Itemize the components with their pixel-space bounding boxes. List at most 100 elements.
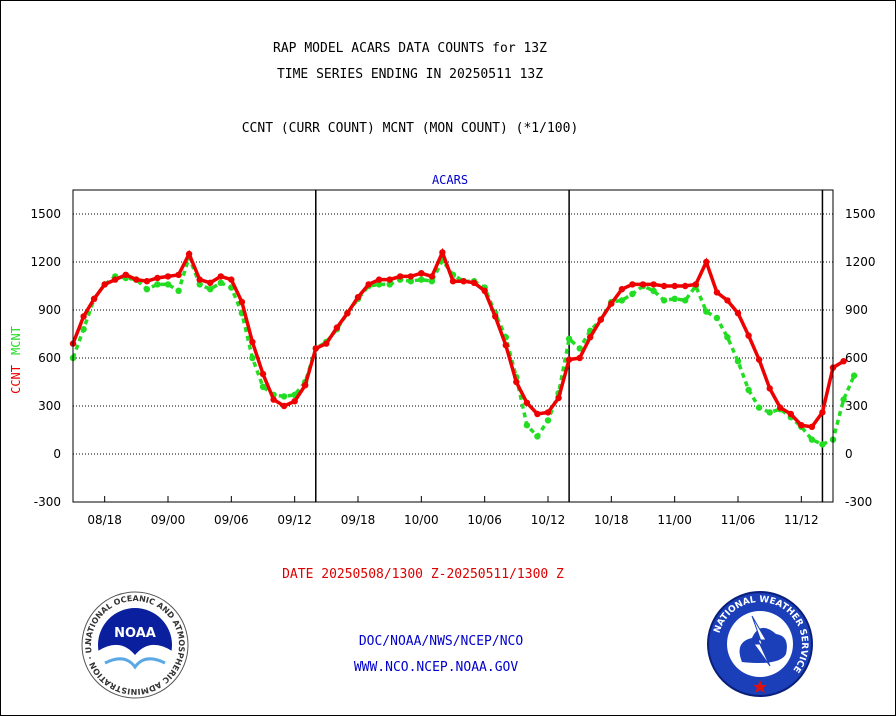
- data-point-ccnt: [164, 273, 172, 280]
- x-tick-label: 10/00: [404, 513, 439, 527]
- data-point-mcnt: [671, 295, 678, 302]
- data-point-ccnt: [555, 394, 562, 402]
- data-point-ccnt: [386, 276, 393, 283]
- data-point-ccnt: [259, 370, 267, 378]
- noaa-logo: NATIONAL OCEANIC AND ATMOSPHERIC ADMINIS…: [81, 591, 189, 699]
- data-point-mcnt: [629, 290, 636, 298]
- data-point-mcnt: [850, 372, 858, 379]
- date-range-label: DATE 20250508/1300 Z-20250511/1300 Z: [282, 567, 564, 582]
- data-point-ccnt: [354, 294, 362, 301]
- y-tick-label-left: 1500: [30, 207, 61, 221]
- data-point-ccnt: [270, 396, 277, 403]
- data-point-mcnt: [154, 281, 161, 288]
- axis-layer: -300 -300 0 0 300 300 600 600 900 900 1200 1200 1500…: [30, 207, 875, 527]
- data-point-mcnt: [523, 422, 531, 429]
- data-point-ccnt: [312, 345, 319, 352]
- data-point-mcnt: [196, 281, 203, 288]
- x-tick-label: 10/06: [467, 513, 502, 527]
- y-tick-label-right: 600: [845, 351, 868, 365]
- data-point-ccnt: [344, 310, 351, 317]
- data-point-ccnt: [650, 281, 657, 288]
- data-point-mcnt: [207, 286, 214, 293]
- data-point-ccnt: [618, 286, 626, 293]
- data-point-mcnt: [544, 417, 552, 424]
- x-tick-label: 08/18: [87, 513, 122, 527]
- y-tick-label-right: 0: [845, 447, 853, 461]
- x-tick-label: 09/18: [341, 513, 376, 527]
- data-point-ccnt: [122, 271, 129, 278]
- x-tick-label: 09/12: [277, 513, 312, 527]
- data-point-mcnt: [164, 281, 172, 288]
- noaa-logo-text: NOAA: [114, 626, 156, 641]
- data-point-ccnt: [238, 298, 246, 306]
- data-point-ccnt: [745, 332, 752, 339]
- data-point-ccnt: [766, 385, 773, 392]
- data-point-mcnt: [280, 393, 288, 400]
- data-point-ccnt: [629, 281, 636, 288]
- data-point-mcnt: [175, 287, 182, 294]
- data-point-ccnt: [671, 282, 678, 290]
- data-point-mcnt: [428, 278, 436, 285]
- y-tick-label-left: -300: [34, 495, 61, 509]
- data-point-ccnt: [228, 276, 235, 283]
- data-point-ccnt: [249, 338, 256, 346]
- data-point-ccnt: [819, 409, 826, 416]
- data-point-ccnt: [418, 270, 425, 277]
- y-axis-label-mcnt: MCNT: [9, 326, 23, 355]
- series-line-mcnt: [71, 251, 856, 447]
- data-point-mcnt: [682, 297, 689, 304]
- data-point-ccnt: [565, 356, 573, 363]
- data-point-ccnt: [470, 279, 478, 286]
- y-tick-label-left: 1200: [30, 255, 61, 269]
- data-point-ccnt: [407, 273, 414, 280]
- y-tick-label-left: 0: [53, 447, 61, 461]
- data-point-ccnt: [755, 356, 763, 363]
- data-point-ccnt: [101, 281, 108, 288]
- data-point-ccnt: [90, 295, 98, 302]
- data-point-ccnt: [502, 342, 509, 349]
- data-point-mcnt: [808, 436, 816, 443]
- data-point-ccnt: [513, 378, 520, 386]
- x-tick-label: 11/00: [657, 513, 692, 527]
- data-point-mcnt: [249, 354, 256, 362]
- url-label: WWW.NCO.NCEP.NOAA.GOV: [354, 660, 519, 675]
- data-point-ccnt: [608, 300, 615, 307]
- data-point-mcnt: [766, 409, 773, 416]
- data-point-mcnt: [565, 335, 573, 342]
- data-point-ccnt: [544, 409, 552, 416]
- x-tick-label: 09/00: [151, 513, 186, 527]
- x-tick-label: 10/18: [594, 513, 629, 527]
- data-point-mcnt: [724, 334, 731, 341]
- data-point-ccnt: [196, 276, 203, 283]
- plot-border: [72, 189, 834, 503]
- y-tick-label-left: 600: [38, 351, 61, 365]
- data-point-mcnt: [713, 314, 721, 322]
- data-point-mcnt: [259, 383, 267, 390]
- data-point-ccnt: [808, 423, 816, 430]
- y-axis-label-ccnt: CCNT: [9, 365, 23, 394]
- y-tick-label-right: 1500: [845, 207, 876, 221]
- data-point-ccnt: [439, 249, 446, 256]
- data-point-ccnt: [112, 276, 119, 283]
- data-point-ccnt: [724, 297, 731, 304]
- x-tick-label: 11/12: [784, 513, 819, 527]
- data-point-ccnt: [428, 273, 436, 280]
- x-tick-label: 10/12: [531, 513, 566, 527]
- data-point-mcnt: [819, 441, 826, 448]
- data-point-ccnt: [185, 250, 193, 258]
- data-point-mcnt: [618, 297, 626, 304]
- y-tick-label-right: 900: [845, 303, 868, 317]
- data-point-ccnt: [523, 399, 531, 406]
- data-point-ccnt: [291, 398, 298, 405]
- data-point-ccnt: [703, 258, 710, 266]
- data-point-ccnt: [449, 278, 457, 285]
- data-point-ccnt: [397, 273, 404, 280]
- data-point-mcnt: [80, 326, 87, 333]
- data-point-ccnt: [787, 410, 794, 418]
- data-point-mcnt: [650, 287, 657, 294]
- data-point-mcnt: [734, 358, 742, 365]
- data-point-mcnt: [534, 433, 541, 440]
- data-point-ccnt: [80, 313, 87, 320]
- data-point-ccnt: [682, 282, 689, 290]
